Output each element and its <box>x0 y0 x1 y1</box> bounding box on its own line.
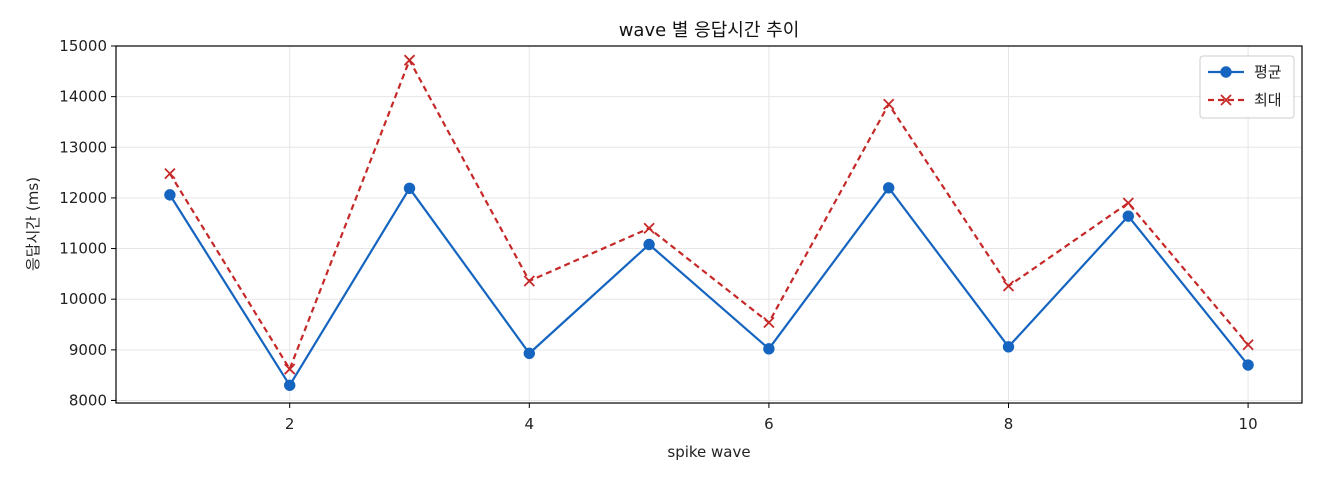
y-tick-label: 11000 <box>59 240 107 258</box>
data-point-series-1 <box>882 182 895 194</box>
y-tick-label: 8000 <box>69 391 107 409</box>
x-axis-title: spike wave <box>667 443 750 461</box>
y-tick-label: 12000 <box>59 189 107 207</box>
y-axis: 8000 9000 10000 11000 12000 13000 14000 15000 <box>59 37 116 409</box>
data-point-series-1 <box>1002 341 1015 353</box>
data-point-series-1 <box>643 238 655 251</box>
legend-label: 평균 <box>1254 63 1282 81</box>
data-point-series-2-stroke <box>164 167 176 180</box>
data-point-series-2 <box>643 222 655 234</box>
data-point-series-1 <box>523 347 536 360</box>
data-point-series-2 <box>1002 280 1015 292</box>
data-point-series-2-stroke <box>883 98 895 110</box>
y-axis-title: 응답시간 (ms) <box>24 177 42 271</box>
legend-swatch-marker-stroke <box>1220 94 1232 106</box>
data-point-series-2-stroke <box>1242 339 1254 351</box>
data-point-series-1 <box>1242 359 1254 371</box>
plot-frame <box>115 45 1303 404</box>
data-point-series-2 <box>284 363 296 375</box>
x-tick-label: 6 <box>764 415 774 433</box>
x-tick-label: 2 <box>285 415 295 433</box>
x-tick-label: 8 <box>1004 415 1014 433</box>
legend-label: 최대 <box>1254 91 1282 109</box>
x-tick-label: 4 <box>525 415 535 433</box>
data-point-series-1 <box>164 189 176 201</box>
data-point-series-2-stroke <box>643 222 655 234</box>
x-axis: 2 4 6 8 10 <box>285 403 1258 433</box>
data-point-series-2 <box>403 54 416 66</box>
chart-title: wave 별 응답시간 추이 <box>619 20 800 41</box>
data-point-series-2 <box>1122 197 1134 209</box>
data-point-series-2 <box>1242 339 1254 351</box>
y-tick-label: 15000 <box>59 37 107 55</box>
data-point-series-1 <box>284 379 296 391</box>
y-tick-label: 9000 <box>69 341 107 359</box>
series-line-2 <box>168 59 1249 371</box>
data-point-series-1 <box>763 343 775 355</box>
data-point-series-2-stroke <box>1002 280 1015 292</box>
y-tick-label: 10000 <box>59 290 107 308</box>
data-point-series-2-stroke <box>523 275 535 287</box>
data-point-series-2-stroke <box>1122 197 1134 209</box>
legend-swatch-marker <box>1220 94 1232 106</box>
grid <box>116 45 1302 403</box>
series-line-1 <box>168 186 1249 387</box>
legend-swatch-marker <box>1220 66 1232 78</box>
y-tick-label: 13000 <box>59 138 107 156</box>
y-tick-label: 14000 <box>59 88 107 106</box>
data-point-series-1 <box>403 182 416 194</box>
data-point-series-1 <box>1122 210 1134 222</box>
data-point-series-2 <box>164 167 176 180</box>
data-point-series-2-stroke <box>284 363 296 375</box>
data-point-series-2-stroke <box>763 316 775 329</box>
data-point-series-2 <box>523 275 535 287</box>
data-point-series-2 <box>883 98 895 110</box>
data-point-series-2-stroke <box>403 54 416 66</box>
x-tick-label: 10 <box>1239 415 1258 433</box>
data-point-series-2 <box>763 316 775 329</box>
series-layer <box>164 54 1254 391</box>
